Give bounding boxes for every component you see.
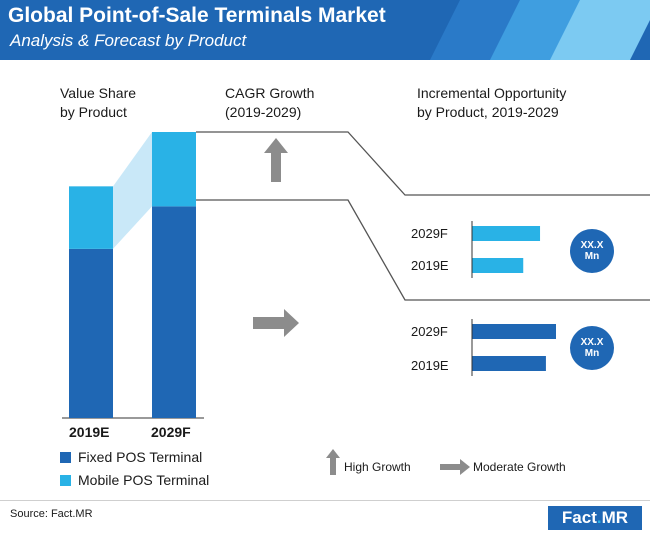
page-subtitle: Analysis & Forecast by Product (10, 31, 247, 50)
legend-moderate-growth-label: Moderate Growth (473, 460, 566, 474)
legend-swatch-mobile (60, 475, 71, 486)
header-stripes (430, 0, 650, 60)
hbar-mobile-label-2019e: 2019E (411, 258, 449, 273)
legend-label-fixed: Fixed POS Terminal (78, 449, 203, 465)
incremental-line2: by Product, 2019-2029 (417, 104, 559, 120)
chart-canvas (62, 131, 650, 419)
logo-dot: . (596, 508, 602, 527)
cagr-line1: CAGR Growth (225, 85, 315, 101)
hbar-fixed-label-2019e: 2019E (411, 358, 449, 373)
legend-high-growth-icon (326, 449, 340, 475)
value-share-line1: Value Share (60, 85, 137, 101)
x-tick-2029f: 2029F (151, 424, 191, 440)
legend-fixed: Fixed POS Terminal (60, 449, 202, 465)
stack-bar-mobile-2019e (69, 186, 113, 249)
logo-suffix: MR (601, 508, 629, 527)
cagr-label: CAGR Growth (2019-2029) (225, 84, 314, 122)
hbar-mobile-2029f (472, 226, 541, 241)
stack-bar-fixed-2029f (152, 206, 196, 418)
value-share-label: Value Share by Product (60, 84, 136, 122)
legend-high-growth-label: High Growth (344, 460, 411, 474)
stack-bar-fixed-2019e (69, 248, 113, 418)
hbar-fixed-label-2029f: 2029F (411, 324, 448, 339)
legend-moderate-growth-icon (440, 459, 470, 475)
logo-main: Fact (561, 508, 597, 527)
cagr-line2: (2019-2029) (225, 104, 302, 120)
callout-mobile-value: XX.X (580, 240, 604, 251)
legend-label-mobile: Mobile POS Terminal (78, 472, 210, 488)
source-note: Source: Fact.MR (10, 508, 93, 520)
callout-fixed-value: XX.X (580, 337, 604, 348)
header-banner: Global Point-of-Sale Terminals Market An… (0, 0, 650, 60)
factmr-logo: Fact.MR (548, 506, 642, 530)
connector-top (196, 131, 650, 196)
hbar-mobile-label-2029f: 2029F (411, 226, 448, 241)
footer-divider (0, 500, 650, 501)
hbar-mobile-2019e (472, 258, 524, 273)
callout-fixed-unit: Mn (584, 348, 600, 359)
legend-mobile: Mobile POS Terminal (60, 472, 209, 488)
incremental-line1: Incremental Opportunity (417, 85, 567, 101)
callout-mobile-unit: Mn (584, 251, 600, 262)
connector-bottom (196, 199, 650, 301)
callout-mobile: XX.X Mn (570, 229, 614, 273)
stack-connector (113, 132, 152, 249)
stack-bar-mobile-2029f (152, 132, 196, 207)
x-tick-2019e: 2019E (69, 424, 110, 440)
legend-swatch-fixed (60, 452, 71, 463)
page-title: Global Point-of-Sale Terminals Market (8, 4, 386, 27)
callout-fixed: XX.X Mn (570, 326, 614, 370)
moderate-growth-arrow-icon (253, 309, 299, 337)
hbar-fixed-2019e (472, 356, 546, 371)
hbar-fixed-2029f (472, 324, 556, 339)
incremental-label: Incremental Opportunity by Product, 2019… (417, 84, 566, 122)
high-growth-arrow-icon (264, 138, 288, 182)
value-share-line2: by Product (60, 104, 127, 120)
